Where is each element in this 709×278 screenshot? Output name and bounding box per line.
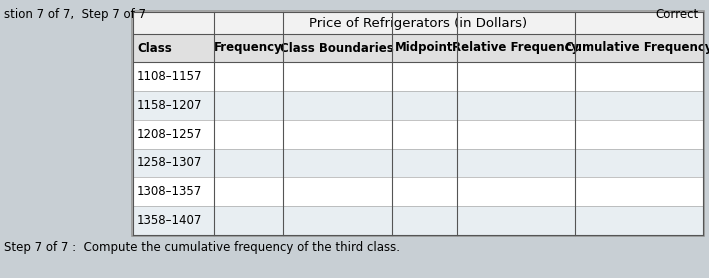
Text: Price of Refrigerators (in Dollars): Price of Refrigerators (in Dollars) xyxy=(309,16,527,29)
Text: Cumulative Frequency: Cumulative Frequency xyxy=(565,41,709,54)
Text: 1208–1257: 1208–1257 xyxy=(137,128,203,141)
Bar xyxy=(133,177,703,206)
Text: Class: Class xyxy=(137,41,172,54)
Text: Frequency: Frequency xyxy=(214,41,283,54)
Bar xyxy=(133,148,703,177)
Text: Class Boundaries: Class Boundaries xyxy=(280,41,394,54)
Text: Correct: Correct xyxy=(656,8,699,21)
Bar xyxy=(133,62,703,91)
Text: Midpoint: Midpoint xyxy=(395,41,454,54)
Bar xyxy=(133,12,703,34)
Text: 1108–1157: 1108–1157 xyxy=(137,70,203,83)
Bar xyxy=(133,91,703,120)
Text: stion 7 of 7,  Step 7 of 7: stion 7 of 7, Step 7 of 7 xyxy=(4,8,146,21)
Text: Step 7 of 7 :  Compute the cumulative frequency of the third class.: Step 7 of 7 : Compute the cumulative fre… xyxy=(4,241,400,254)
Text: 1308–1357: 1308–1357 xyxy=(137,185,202,198)
Text: 1158–1207: 1158–1207 xyxy=(137,99,203,112)
Bar xyxy=(133,206,703,235)
Bar xyxy=(133,120,703,148)
Text: Relative Frequency: Relative Frequency xyxy=(452,41,580,54)
Bar xyxy=(133,34,703,62)
Text: 1358–1407: 1358–1407 xyxy=(137,214,202,227)
Bar xyxy=(132,11,704,236)
Text: 1258–1307: 1258–1307 xyxy=(137,157,202,169)
